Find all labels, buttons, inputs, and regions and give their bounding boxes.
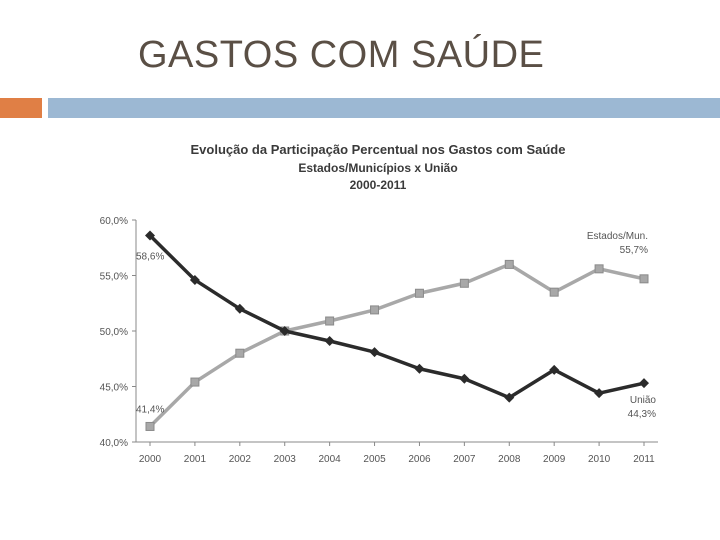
data-point-uniao (594, 388, 605, 399)
x-tick-label: 2010 (588, 454, 611, 465)
data-point-estados (235, 348, 245, 358)
data-point-estados (459, 278, 469, 288)
accent-bar-orange (0, 98, 42, 118)
data-point-uniao (189, 274, 200, 285)
data-point-estados (639, 274, 649, 284)
data-point-estados (145, 421, 155, 431)
annotation-uniao-value: 44,3% (628, 409, 656, 420)
data-point-estados (549, 287, 559, 297)
chart-annotations: 58,6% 41,4% Estados/Mun. 55,7% União 44,3% (136, 231, 656, 420)
y-tick-label: 40,0% (100, 438, 128, 449)
x-tick-label: 2009 (543, 454, 566, 465)
x-tick-label: 2000 (139, 454, 162, 465)
y-tick-label: 60,0% (100, 216, 128, 227)
chart-container: Evolução da Participação Percentual nos … (68, 132, 676, 494)
y-tick-label: 50,0% (100, 327, 128, 338)
data-point-estados (594, 264, 604, 274)
x-tick-label: 2004 (319, 454, 342, 465)
data-point-estados (325, 316, 335, 326)
x-tick-label: 2011 (633, 454, 655, 465)
data-point-uniao (324, 335, 335, 346)
data-point-uniao (459, 373, 470, 384)
data-point-uniao (639, 378, 649, 389)
data-point-uniao (414, 363, 425, 374)
data-point-estados (370, 305, 380, 315)
x-tick-label: 2007 (453, 454, 476, 465)
annotation-estados-start: 41,4% (136, 404, 164, 415)
data-point-uniao (549, 364, 560, 375)
x-tick-label: 2005 (363, 454, 386, 465)
chart-axes: 40,0% 45,0% 50,0% 55,0% 60,0% 2000 2001 2002 200… (100, 216, 658, 465)
y-tick-label: 55,0% (100, 272, 128, 283)
data-point-uniao (145, 230, 155, 241)
accent-bar-blue (48, 98, 720, 118)
y-tick-label: 45,0% (100, 383, 128, 394)
data-point-uniao (369, 347, 380, 358)
annotation-estados-value: 55,7% (620, 245, 648, 256)
x-tick-label: 2002 (229, 454, 252, 465)
chart-subtitle: Estados/Municípios x União (298, 161, 457, 175)
data-point-estados (414, 288, 424, 298)
line-chart: Evolução da Participação Percentual nos … (100, 142, 658, 465)
series-line-uniao (148, 234, 645, 400)
chart-title: Evolução da Participação Percentual nos … (191, 142, 566, 157)
annotation-estados-name: Estados/Mun. (587, 231, 648, 242)
chart-period: 2000-2011 (350, 178, 407, 192)
data-point-estados (190, 377, 200, 387)
annotation-uniao-start: 58,6% (136, 252, 164, 263)
x-tick-label: 2001 (184, 454, 207, 465)
data-point-uniao (234, 303, 245, 314)
data-point-estados (504, 259, 514, 269)
data-point-uniao (504, 392, 515, 403)
chart-series (145, 230, 649, 431)
x-tick-label: 2006 (408, 454, 431, 465)
x-tick-label: 2008 (498, 454, 521, 465)
series-line-estados (148, 262, 645, 428)
annotation-uniao-name: União (630, 395, 657, 406)
data-point-uniao (279, 326, 290, 336)
slide-title: GASTOS COM SAÚDE (138, 34, 545, 76)
x-tick-label: 2003 (274, 454, 297, 465)
